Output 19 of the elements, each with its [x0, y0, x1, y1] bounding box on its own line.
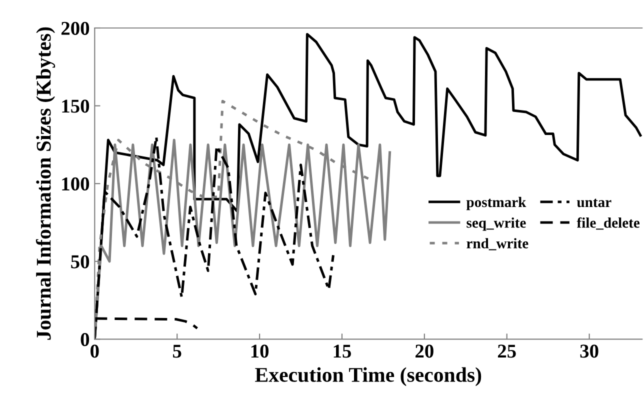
x-tick-label: 30 — [580, 344, 598, 358]
legend-label: rnd_write — [466, 238, 528, 250]
y-axis-title: Journal Information Sizes (Kbytes) — [36, 27, 56, 340]
x-tick-label: 20 — [416, 344, 434, 358]
legend-label: postmark — [466, 196, 526, 210]
legend-label: untar — [576, 198, 612, 208]
legend-label: file_delete — [576, 217, 640, 230]
y-tick-label: 0 — [80, 333, 90, 346]
x-tick-label: 5 — [173, 344, 182, 358]
x-tick-label: 15 — [334, 344, 351, 358]
x-tick-label: 0 — [90, 344, 99, 358]
legend-label: seq_write — [466, 217, 526, 231]
y-tick-label: 200 — [61, 22, 90, 35]
y-tick-label: 50 — [71, 255, 90, 268]
x-axis-title: Execution Time (seconds) — [255, 367, 482, 386]
y-tick-label: 150 — [62, 100, 90, 113]
y-tick-label: 100 — [62, 177, 90, 191]
x-tick-label: 25 — [498, 344, 516, 358]
x-tick-label: 10 — [251, 344, 269, 358]
